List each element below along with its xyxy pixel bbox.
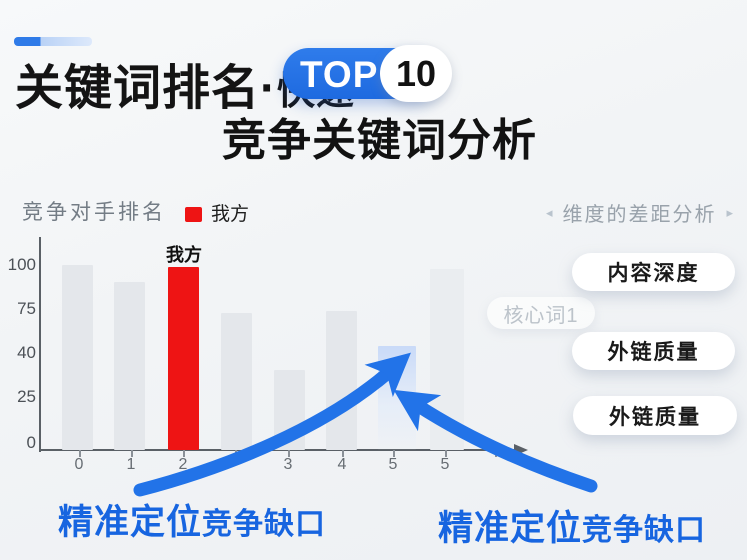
x-axis-tick — [79, 450, 81, 457]
x-axis-tick — [288, 450, 290, 457]
top10-badge: TOP 10 — [283, 45, 453, 102]
badge-number-circle: 10 — [380, 45, 452, 102]
legend-swatch-red — [185, 206, 202, 222]
x-axis-tick — [131, 450, 133, 457]
y-tick-label: 0 — [26, 433, 36, 452]
bar-4 — [274, 370, 305, 450]
x-tick-label: 1 — [126, 456, 136, 473]
our-bar-callout: 我方 — [166, 245, 202, 265]
dimension-pill-label: 外链质量 — [609, 405, 701, 429]
caption-right: 精准定位竞争缺口 — [438, 500, 706, 551]
dimension-pill-label: 内容深度 — [607, 262, 700, 285]
x-tick-label: 5 — [388, 456, 398, 473]
dimension-pill-backlink-quality-1[interactable]: 外链质量 — [572, 332, 735, 370]
caption-left: 精准定位竞争缺口 — [58, 494, 326, 545]
chart-title: 竞争对手排名 — [22, 201, 166, 224]
badge-number: 10 — [395, 52, 437, 94]
dimension-panel-header: ◂ 维度的差距分析 ▸ — [546, 198, 733, 227]
x-axis-tick — [495, 450, 497, 457]
y-tick-label: 40 — [17, 343, 36, 362]
bar-3 — [221, 313, 252, 450]
bar-0 — [62, 265, 93, 450]
y-tick-label: 25 — [17, 387, 36, 406]
dimension-pill-label: 外链质量 — [607, 341, 700, 364]
x-axis-tick — [342, 450, 344, 457]
dimension-pill-content-depth[interactable]: 内容深度 — [572, 253, 735, 291]
x-axis-tick — [393, 450, 395, 457]
chart-legend: 我方 — [185, 199, 249, 226]
top-badge-label: TOP — [300, 54, 379, 95]
legend-label: 我方 — [211, 204, 250, 225]
page-title-main: 关键词排名· — [15, 62, 277, 115]
bar-1 — [114, 282, 145, 450]
x-tick-label: 4 — [337, 456, 347, 473]
x-axis-arrowhead — [514, 444, 528, 456]
caption-right-strong: 精准定位 — [438, 509, 583, 548]
page-subtitle: 竞争关键词分析 — [222, 116, 537, 165]
dimension-pill-backlink-quality-2[interactable]: 外链质量 — [573, 396, 737, 435]
caption-left-strong: 精准定位 — [58, 503, 203, 542]
y-tick-label: 75 — [17, 299, 36, 318]
chevron-left-icon[interactable]: ◂ — [546, 204, 553, 220]
x-tick-label: 0 — [74, 456, 84, 473]
x-axis-tick — [183, 450, 185, 457]
caption-right-rest: 竞争缺口 — [582, 514, 707, 547]
x-axis-tick — [235, 450, 237, 457]
x-tick-label: 3 — [283, 456, 293, 473]
x-tick-label: 2 — [178, 456, 188, 473]
caption-left-rest: 竞争缺口 — [202, 508, 327, 541]
y-tick-label: 100 — [7, 255, 36, 274]
dimension-panel-title: 维度的差距分析 — [562, 204, 717, 226]
bar-2-我方 — [168, 267, 199, 450]
x-axis-tick — [445, 450, 447, 457]
bar-5 — [326, 311, 357, 450]
accent-progress-bar — [14, 37, 92, 46]
faded-keyword-tag-label: 核心词1 — [503, 304, 579, 327]
x-tick-label: 5 — [440, 456, 450, 473]
chevron-right-icon[interactable]: ▸ — [726, 204, 734, 220]
bar-6 — [378, 346, 416, 450]
bar-7 — [430, 269, 464, 450]
faded-keyword-tag: 核心词1 — [487, 297, 595, 329]
